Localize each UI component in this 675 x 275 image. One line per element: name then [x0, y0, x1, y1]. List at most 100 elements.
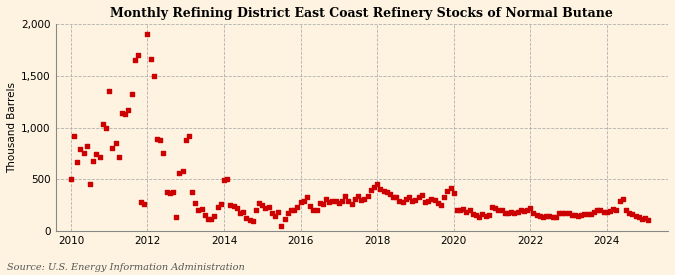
Point [500, 210, 510, 215]
Point [126, 92, 137, 97]
Point [620, 208, 631, 213]
Point [286, 208, 296, 213]
Point [84, 181, 95, 186]
Point [161, 189, 172, 194]
Point [480, 213, 491, 218]
Point [470, 212, 481, 217]
Point [624, 210, 634, 215]
Point [225, 203, 236, 207]
Point [276, 224, 287, 228]
Point [222, 177, 233, 182]
Point [257, 203, 268, 207]
Point [413, 195, 424, 199]
Point [260, 206, 271, 211]
Point [117, 111, 128, 115]
Point [238, 209, 248, 214]
Point [165, 191, 176, 195]
Point [315, 201, 325, 205]
Point [429, 198, 440, 202]
Point [585, 211, 596, 216]
Point [643, 218, 653, 222]
Point [496, 208, 507, 213]
Point [528, 210, 539, 215]
Point [535, 213, 545, 218]
Point [369, 185, 379, 189]
Point [541, 213, 551, 218]
Point [601, 210, 612, 214]
Point [91, 152, 102, 157]
Point [378, 189, 389, 193]
Point [304, 204, 315, 208]
Point [611, 208, 622, 213]
Point [311, 208, 322, 213]
Point [171, 214, 182, 219]
Point [458, 207, 468, 212]
Point [193, 208, 204, 213]
Point [502, 211, 513, 215]
Point [467, 211, 478, 216]
Point [228, 204, 239, 208]
Point [196, 207, 207, 212]
Point [547, 214, 558, 219]
Point [219, 178, 230, 183]
Point [605, 209, 616, 213]
Point [560, 211, 571, 215]
Point [337, 199, 348, 203]
Point [608, 207, 618, 212]
Point [340, 194, 350, 198]
Point [263, 205, 274, 210]
Point [633, 215, 644, 219]
Point [215, 202, 226, 207]
Point [279, 216, 290, 221]
Point [346, 202, 357, 207]
Point [375, 186, 385, 191]
Point [637, 216, 647, 221]
Point [372, 181, 383, 186]
Point [101, 125, 111, 130]
Point [525, 206, 536, 211]
Point [110, 141, 121, 145]
Point [333, 201, 344, 205]
Point [289, 208, 300, 213]
Point [627, 212, 638, 216]
Point [321, 197, 331, 201]
Point [209, 213, 220, 218]
Point [330, 199, 341, 203]
Point [212, 205, 223, 210]
Point [477, 211, 488, 216]
Point [292, 205, 303, 210]
Point [356, 198, 367, 202]
Point [119, 112, 130, 116]
Point [537, 214, 548, 219]
Point [190, 201, 200, 205]
Title: Monthly Refining District East Coast Refinery Stocks of Normal Butane: Monthly Refining District East Coast Ref… [111, 7, 614, 20]
Point [206, 216, 217, 221]
Point [589, 210, 599, 214]
Point [359, 197, 370, 201]
Point [490, 206, 501, 211]
Point [614, 199, 625, 203]
Point [269, 213, 280, 218]
Point [420, 200, 431, 204]
Point [254, 201, 265, 205]
Point [432, 201, 443, 205]
Point [557, 210, 568, 215]
Point [244, 218, 255, 222]
Point [282, 210, 293, 215]
Point [583, 211, 593, 216]
Point [145, 57, 156, 61]
Point [155, 138, 165, 142]
Y-axis label: Thousand Barrels: Thousand Barrels [7, 82, 17, 173]
Point [391, 195, 402, 199]
Point [522, 208, 533, 213]
Point [95, 154, 105, 159]
Point [544, 213, 555, 218]
Point [554, 210, 564, 215]
Point [273, 209, 284, 214]
Point [132, 53, 143, 57]
Point [123, 108, 134, 112]
Point [630, 214, 641, 218]
Text: Source: U.S. Energy Information Administration: Source: U.S. Energy Information Administ… [7, 263, 244, 272]
Point [416, 193, 427, 197]
Point [362, 194, 373, 198]
